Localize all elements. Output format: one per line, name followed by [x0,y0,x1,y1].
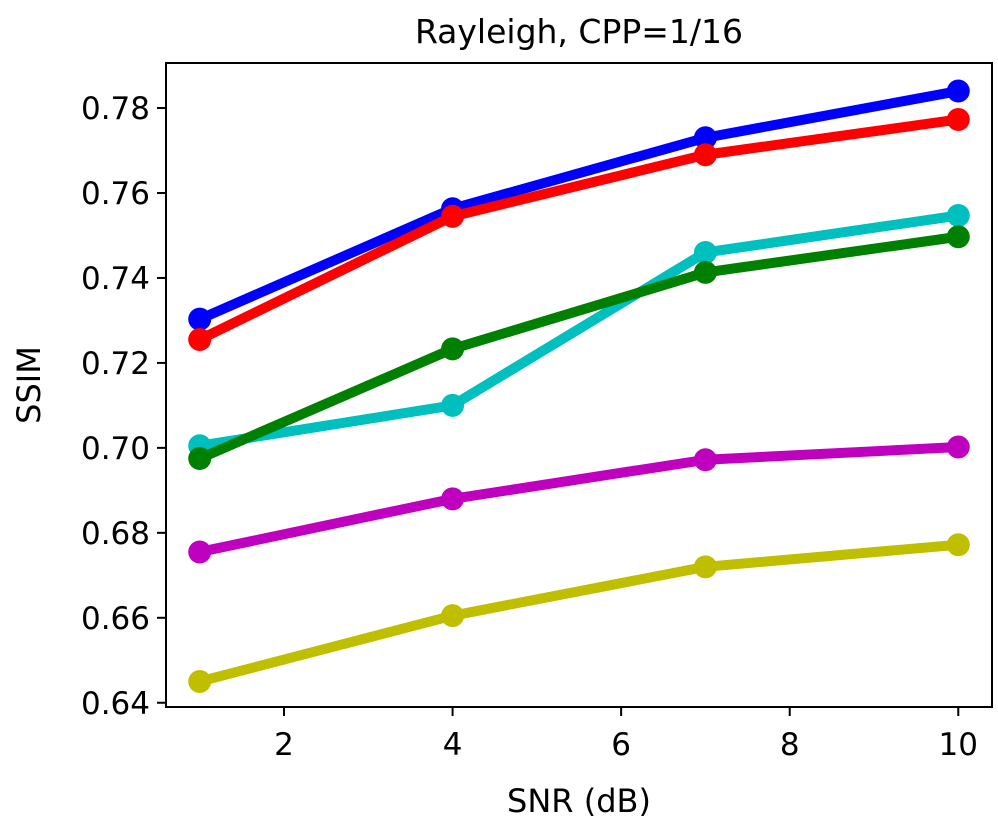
data-point [693,260,717,284]
series-line [198,210,960,451]
y-tick-label: 0.64 [81,686,150,722]
plot-frame [165,62,993,708]
data-point [693,555,717,579]
series-red [188,107,970,352]
data-point [441,337,465,361]
series-line [197,86,960,324]
y-tick-label: 0.74 [81,261,150,297]
series-layer [188,79,970,694]
data-point [188,670,212,694]
data-point [441,204,465,228]
x-tick-label: 10 [939,727,978,763]
series-line [197,231,959,464]
data-point [693,240,717,264]
series-line [198,539,959,687]
series-line [197,114,959,345]
data-point [188,307,212,331]
data-point [693,126,717,150]
data-point [188,328,212,352]
data-point [946,79,970,103]
y-tick-label: 0.78 [81,91,150,127]
series-magenta [188,435,970,564]
y-tick-label: 0.70 [81,431,150,467]
y-tick-label: 0.68 [81,516,150,552]
x-tick-label: 4 [443,727,463,763]
y-tick-label: 0.76 [81,176,150,212]
data-point [693,448,717,472]
y-tick-label: 0.66 [81,601,150,637]
data-point [693,143,717,167]
data-point [946,107,970,131]
data-point [946,435,970,459]
data-point [188,446,212,470]
x-tick-label: 8 [780,727,800,763]
x-tick-label: 6 [611,727,631,763]
x-axis-title: SNR (dB) [507,782,651,820]
series-olive [188,533,970,694]
data-point [946,533,970,557]
data-point [946,225,970,249]
series-blue [188,79,970,331]
series-line [198,442,959,557]
plot-area [165,62,993,708]
data-point [946,204,970,228]
x-tick-label: 2 [274,727,294,763]
series-green [188,225,970,470]
data-point [441,604,465,628]
y-axis: 0.64 0.66 0.68 0.70 0.72 0.74 0.76 0.78 [81,91,166,722]
series-cyan [188,204,970,458]
y-axis-title: SSIM [10,346,48,424]
chart-title: Rayleigh, CPP=1/16 [415,12,743,51]
data-point [188,540,212,564]
y-tick-label: 0.72 [81,346,150,382]
data-point [441,393,465,417]
x-axis: 2 4 6 8 10 [274,707,978,763]
data-point [441,487,465,511]
